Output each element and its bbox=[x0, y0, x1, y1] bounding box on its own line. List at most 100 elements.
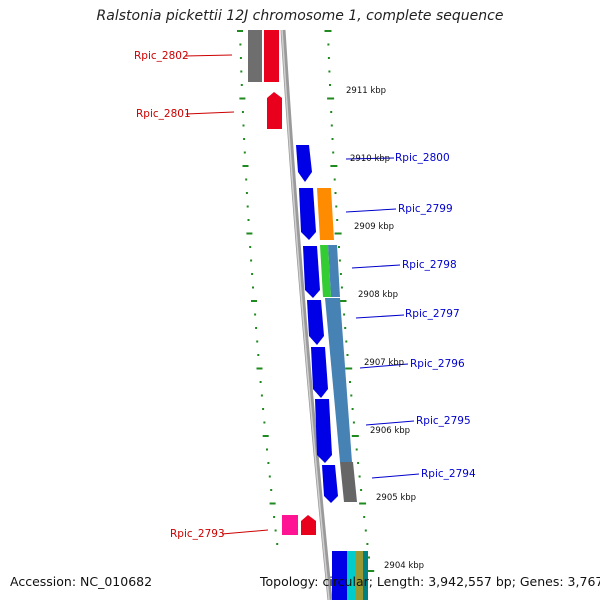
gene-arrow-rpic-2797 bbox=[307, 300, 324, 345]
scale-tick bbox=[324, 30, 332, 32]
scale-tick bbox=[359, 502, 367, 505]
scale-tick bbox=[267, 462, 270, 464]
scale-tick bbox=[249, 246, 252, 248]
scale-tick bbox=[355, 448, 358, 451]
scale-tick bbox=[245, 192, 248, 194]
scale-tick bbox=[245, 178, 248, 181]
scale-tick bbox=[327, 57, 330, 59]
gene-arrows-reverse-strand bbox=[296, 145, 347, 600]
gene-label-rpic-2801[interactable]: Rpic_2801 bbox=[136, 108, 191, 120]
scale-tick bbox=[338, 259, 341, 262]
gene-label-rpic-2793[interactable]: Rpic_2793 bbox=[170, 528, 225, 540]
scale-tick bbox=[363, 516, 366, 518]
scale-tick bbox=[366, 543, 369, 545]
scale-tick bbox=[350, 394, 353, 397]
scale-tick bbox=[250, 259, 253, 262]
scale-tick bbox=[269, 502, 276, 505]
scale-tick bbox=[256, 367, 263, 370]
gene-arrow-rpic-2799 bbox=[299, 188, 316, 240]
scale-tick bbox=[368, 556, 370, 559]
inner-scale-ring bbox=[237, 30, 279, 545]
gene-label-rpic-2802[interactable]: Rpic_2802 bbox=[134, 50, 189, 62]
scale-tick bbox=[262, 408, 265, 410]
scale-tick bbox=[246, 205, 249, 208]
scale-tick bbox=[358, 475, 361, 478]
kbp-label: 2908 kbp bbox=[358, 290, 398, 300]
cog-block-steelblue-b bbox=[325, 298, 352, 462]
leader-rpic-2796 bbox=[359, 363, 409, 369]
scale-tick bbox=[333, 178, 336, 181]
gene-arrow-rpic-2795 bbox=[315, 399, 332, 463]
scale-tick bbox=[242, 124, 245, 127]
leader-rpic-2797 bbox=[355, 314, 405, 319]
scale-tick bbox=[327, 43, 330, 46]
accession-text: Accession: NC_010682 bbox=[10, 574, 153, 589]
scale-tick bbox=[334, 192, 337, 194]
scale-tick bbox=[256, 340, 259, 343]
cog-block-steelblue-a bbox=[328, 245, 340, 297]
scale-tick bbox=[345, 367, 353, 370]
kbp-label: 2906 kbp bbox=[370, 426, 410, 436]
gene-block-gray bbox=[248, 30, 262, 82]
scale-tick bbox=[328, 70, 331, 73]
gene-arrow-rpic-2800 bbox=[296, 145, 312, 182]
scale-tick bbox=[340, 286, 343, 289]
scale-tick bbox=[240, 84, 243, 86]
kbp-label: 2909 kbp bbox=[354, 222, 394, 232]
map-title: Ralstonia pickettii 12J chromosome 1, co… bbox=[96, 8, 504, 24]
gene-label-rpic-2800[interactable]: Rpic_2800 bbox=[395, 152, 450, 164]
leader-rpic-2798 bbox=[351, 264, 401, 269]
scale-tick bbox=[331, 138, 334, 140]
scale-tick bbox=[339, 300, 347, 302]
gene-label-rpic-2794[interactable]: Rpic_2794 bbox=[421, 468, 476, 480]
gene-arrow-rpic-2801 bbox=[267, 92, 282, 129]
scale-tick bbox=[263, 421, 266, 424]
scale-tick bbox=[274, 529, 277, 532]
scale-tick bbox=[357, 462, 360, 464]
scale-tick bbox=[332, 151, 335, 154]
cog-block-olive bbox=[356, 551, 364, 600]
scale-tick bbox=[255, 327, 258, 329]
gene-label-rpic-2798[interactable]: Rpic_2798 bbox=[402, 259, 457, 271]
scale-tick bbox=[240, 70, 243, 73]
leader-rpic-2801 bbox=[185, 111, 235, 115]
genome-backbone bbox=[280, 29, 333, 600]
outer-scale-ring bbox=[324, 30, 375, 572]
leader-rpic-2794 bbox=[371, 473, 420, 479]
kbp-label: 2905 kbp bbox=[376, 493, 416, 503]
scale-tick bbox=[259, 381, 262, 383]
cog-block-teal bbox=[363, 551, 368, 600]
scale-tick bbox=[268, 475, 271, 478]
topology-text: Topology: circular; Length: 3,942,557 bp… bbox=[260, 574, 600, 589]
gene-label-rpic-2796[interactable]: Rpic_2796 bbox=[410, 358, 465, 370]
scale-tick bbox=[257, 354, 260, 356]
gene-label-rpic-2795[interactable]: Rpic_2795 bbox=[416, 415, 471, 427]
scale-tick bbox=[241, 111, 244, 113]
scale-tick bbox=[351, 435, 359, 437]
scale-tick bbox=[329, 84, 331, 86]
scale-tick bbox=[360, 489, 363, 491]
leader-rpic-2800 bbox=[345, 157, 395, 160]
kbp-label: 2907 kbp bbox=[364, 358, 404, 368]
kbp-label: 2911 kbp bbox=[346, 86, 386, 96]
leader-rpic-2799 bbox=[345, 208, 397, 213]
gene-block-blue-bottom bbox=[332, 551, 347, 600]
scale-tick bbox=[327, 97, 335, 100]
scale-tick bbox=[276, 543, 279, 545]
cog-annotation-blocks bbox=[317, 188, 368, 600]
cog-block-orange bbox=[317, 188, 334, 240]
scale-tick bbox=[349, 381, 351, 383]
scale-tick bbox=[239, 57, 242, 59]
scale-tick bbox=[243, 138, 246, 140]
genome-backbone-highlight bbox=[281, 29, 330, 600]
scale-tick bbox=[344, 327, 347, 329]
scale-tick bbox=[346, 354, 349, 356]
gene-block-rpic-2802 bbox=[264, 30, 279, 82]
gene-labels: Rpic_2802 Rpic_2801 Rpic_2793 Rpic_2800 … bbox=[134, 50, 476, 540]
gene-label-rpic-2797[interactable]: Rpic_2797 bbox=[405, 308, 460, 320]
gene-arrow-rpic-2796 bbox=[311, 347, 328, 398]
gene-label-rpic-2799[interactable]: Rpic_2799 bbox=[398, 203, 453, 215]
leader-rpic-2795 bbox=[365, 420, 415, 426]
scale-tick bbox=[251, 300, 257, 302]
